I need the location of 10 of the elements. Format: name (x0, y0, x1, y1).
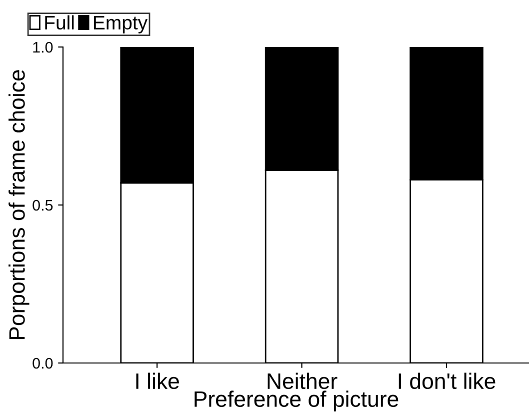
y-axis-title: Porportions of frame choice (8, 70, 30, 340)
legend-label: Full (45, 15, 74, 30)
x-tick-label: Neither (268, 372, 338, 390)
x-axis-title: Preference of picture (194, 390, 398, 412)
legend-label: Empty (94, 16, 148, 34)
x-tick-label: I don't like (398, 372, 496, 390)
y-tick-label: 1.0 (33, 42, 53, 53)
x-tick-label: I like (136, 372, 179, 390)
y-tick-label: 0.0 (32, 358, 53, 369)
y-tick-label: 0.5 (32, 200, 53, 211)
